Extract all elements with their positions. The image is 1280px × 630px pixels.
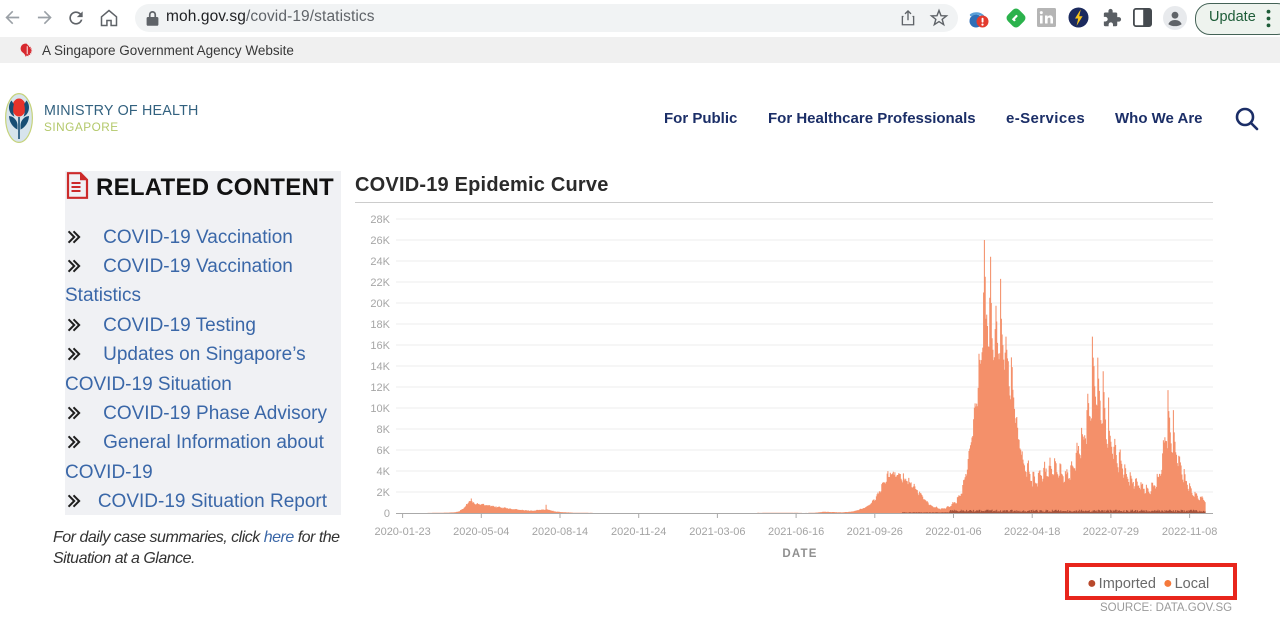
- svg-text:2022-11-08: 2022-11-08: [1162, 526, 1217, 538]
- svg-text:16K: 16K: [370, 340, 390, 352]
- svg-text:14K: 14K: [370, 361, 390, 373]
- svg-text:2020-01-23: 2020-01-23: [374, 526, 430, 538]
- svg-text:4K: 4K: [377, 466, 391, 478]
- svg-text:26K: 26K: [370, 235, 390, 247]
- svg-text:18K: 18K: [370, 319, 390, 331]
- svg-text:2021-06-16: 2021-06-16: [768, 526, 824, 538]
- svg-text:2K: 2K: [377, 487, 391, 499]
- svg-text:2020-11-24: 2020-11-24: [611, 526, 666, 538]
- svg-text:6K: 6K: [377, 445, 391, 457]
- svg-text:2022-01-06: 2022-01-06: [925, 526, 981, 538]
- svg-text:12K: 12K: [370, 382, 390, 394]
- svg-text:DATE: DATE: [782, 548, 817, 560]
- svg-text:0: 0: [384, 508, 390, 520]
- svg-text:22K: 22K: [370, 277, 390, 289]
- svg-text:24K: 24K: [370, 256, 390, 268]
- svg-text:2022-07-29: 2022-07-29: [1083, 526, 1139, 538]
- svg-text:2021-09-26: 2021-09-26: [847, 526, 903, 538]
- svg-text:2022-04-18: 2022-04-18: [1004, 526, 1060, 538]
- svg-text:20K: 20K: [370, 298, 390, 310]
- svg-text:28K: 28K: [370, 214, 390, 226]
- svg-text:8K: 8K: [377, 424, 391, 436]
- svg-text:2020-05-04: 2020-05-04: [453, 526, 509, 538]
- svg-text:10K: 10K: [370, 403, 390, 415]
- svg-text:2020-08-14: 2020-08-14: [532, 526, 588, 538]
- svg-text:2021-03-06: 2021-03-06: [689, 526, 745, 538]
